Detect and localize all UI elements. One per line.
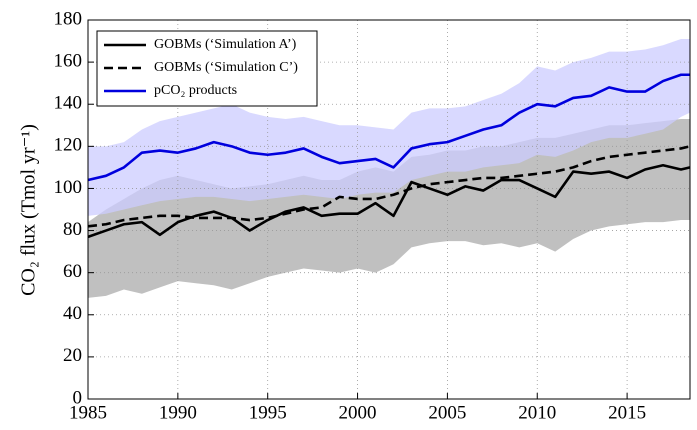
- y-tick-label: 0: [73, 387, 83, 408]
- y-tick-label: 180: [54, 8, 83, 29]
- x-tick-label: 1985: [69, 402, 107, 423]
- legend-label: pCO₂ products: [154, 83, 237, 98]
- y-tick-label: 160: [54, 50, 83, 71]
- legend-label: GOBMs (‘Simulation C’): [154, 60, 298, 75]
- data-line: [87, 145, 691, 228]
- x-tick-label: 2005: [428, 402, 466, 423]
- y-tick-label: 140: [54, 93, 83, 114]
- y-tick-label: 40: [63, 303, 82, 324]
- y-tick-label: 20: [63, 345, 82, 366]
- data-line: [87, 73, 690, 182]
- legend: GOBMs (‘Simulation A’) GOBMs (‘Simulation…: [96, 30, 318, 107]
- y-tick-label: 120: [54, 135, 83, 156]
- x-tick-label: 2000: [339, 402, 377, 423]
- y-tick-label: 60: [63, 261, 82, 282]
- y-axis-label: CO₂ flux (Tmol yr⁻¹): [18, 124, 40, 296]
- legend-label: GOBMs (‘Simulation A’): [154, 37, 297, 52]
- plot-frame: [87, 19, 691, 400]
- y-tick-label: 80: [63, 219, 82, 240]
- y-tick-label: 100: [54, 177, 83, 198]
- x-tick-label: 2010: [518, 402, 556, 423]
- x-tick-label: 1990: [159, 402, 197, 423]
- range-band: [88, 118, 690, 298]
- x-tick-label: 1995: [249, 402, 287, 423]
- x-tick-label: 2015: [608, 402, 646, 423]
- range-band: [88, 38, 690, 216]
